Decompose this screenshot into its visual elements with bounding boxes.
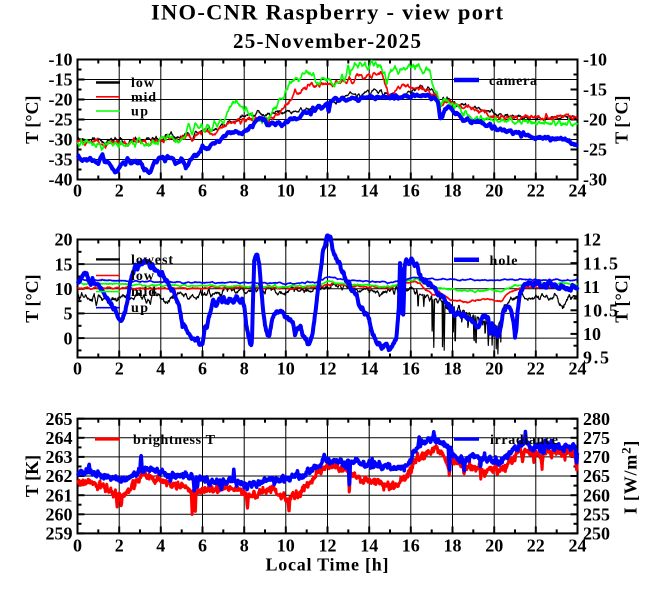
svg-text:260: 260 [46, 505, 73, 525]
svg-text:263: 263 [46, 447, 73, 467]
svg-text:14: 14 [360, 181, 378, 201]
svg-text:16: 16 [402, 536, 420, 556]
svg-text:-25: -25 [583, 140, 607, 160]
svg-text:-30: -30 [583, 170, 607, 190]
svg-text:25-November-2025: 25-November-2025 [233, 29, 421, 53]
svg-text:18: 18 [444, 181, 462, 201]
svg-text:8: 8 [240, 181, 249, 201]
svg-text:6: 6 [198, 359, 207, 379]
svg-text:-20: -20 [49, 90, 73, 110]
svg-text:10: 10 [277, 181, 295, 201]
svg-text:22: 22 [527, 536, 545, 556]
svg-text:2: 2 [115, 536, 124, 556]
svg-text:4: 4 [156, 536, 165, 556]
svg-text:2: 2 [115, 359, 124, 379]
svg-text:T [K]: T [K] [22, 455, 42, 497]
svg-text:275: 275 [583, 428, 610, 448]
svg-text:265: 265 [46, 409, 73, 429]
svg-text:-40: -40 [49, 170, 73, 190]
svg-text:20: 20 [485, 536, 503, 556]
svg-text:irradiance: irradiance [490, 433, 558, 448]
svg-text:up: up [131, 301, 148, 316]
svg-text:-35: -35 [49, 150, 73, 170]
svg-text:-20: -20 [583, 110, 607, 130]
svg-text:12: 12 [319, 181, 337, 201]
svg-text:8: 8 [240, 536, 249, 556]
svg-text:24: 24 [569, 359, 587, 379]
svg-text:10: 10 [277, 359, 295, 379]
svg-text:brightness T: brightness T [133, 433, 216, 448]
svg-text:260: 260 [583, 485, 610, 505]
svg-text:T [°C]: T [°C] [22, 274, 42, 322]
svg-text:12: 12 [319, 536, 337, 556]
svg-text:255: 255 [583, 505, 610, 525]
svg-text:22: 22 [527, 181, 545, 201]
svg-text:hole: hole [490, 254, 518, 269]
svg-text:9.5: 9.5 [583, 348, 609, 368]
svg-text:24: 24 [569, 181, 587, 201]
svg-text:2: 2 [115, 181, 124, 201]
svg-text:12: 12 [319, 359, 337, 379]
svg-text:22: 22 [527, 359, 545, 379]
svg-text:280: 280 [583, 409, 610, 429]
svg-text:mid: mid [131, 90, 156, 105]
svg-text:18: 18 [444, 359, 462, 379]
svg-text:T [°C]: T [°C] [612, 96, 632, 144]
svg-text:-10: -10 [583, 50, 607, 70]
svg-text:20: 20 [485, 181, 503, 201]
svg-text:270: 270 [583, 447, 610, 467]
svg-text:14: 14 [360, 536, 378, 556]
svg-text:I [W/m2]: I [W/m2] [619, 440, 641, 514]
svg-text:-15: -15 [583, 80, 607, 100]
svg-text:15: 15 [55, 254, 73, 274]
svg-text:20: 20 [55, 230, 73, 250]
svg-text:6: 6 [198, 536, 207, 556]
svg-text:12: 12 [583, 230, 601, 250]
svg-text:262: 262 [46, 466, 73, 486]
svg-text:259: 259 [46, 524, 73, 544]
svg-text:lowest: lowest [131, 253, 173, 268]
svg-text:11: 11 [583, 277, 600, 297]
svg-text:6: 6 [198, 181, 207, 201]
svg-text:8: 8 [240, 359, 249, 379]
svg-text:10: 10 [55, 279, 73, 299]
svg-text:11.5: 11.5 [583, 253, 618, 273]
svg-text:24: 24 [569, 536, 587, 556]
svg-text:5: 5 [64, 304, 73, 324]
svg-text:0: 0 [73, 359, 82, 379]
svg-text:Local Time [h]: Local Time [h] [266, 555, 389, 575]
svg-text:265: 265 [583, 466, 610, 486]
svg-text:-10: -10 [49, 50, 73, 70]
svg-text:4: 4 [156, 181, 165, 201]
svg-text:10.5: 10.5 [583, 301, 618, 321]
svg-text:261: 261 [46, 485, 73, 505]
svg-text:20: 20 [485, 359, 503, 379]
svg-text:INO-CNR Raspberry - view port: INO-CNR Raspberry - view port [151, 0, 504, 25]
svg-text:14: 14 [360, 359, 378, 379]
svg-text:250: 250 [583, 524, 610, 544]
svg-text:T [°C]: T [°C] [612, 274, 632, 322]
svg-text:-25: -25 [49, 110, 73, 130]
svg-text:10: 10 [583, 324, 601, 344]
svg-text:camera: camera [489, 74, 537, 89]
svg-text:T [°C]: T [°C] [22, 96, 42, 144]
svg-text:0: 0 [73, 536, 82, 556]
svg-text:16: 16 [402, 359, 420, 379]
svg-text:0: 0 [73, 181, 82, 201]
svg-text:10: 10 [277, 536, 295, 556]
svg-text:18: 18 [444, 536, 462, 556]
svg-text:up: up [131, 105, 148, 120]
svg-text:-15: -15 [49, 70, 73, 90]
svg-text:264: 264 [46, 428, 73, 448]
svg-text:low: low [131, 76, 155, 91]
svg-text:16: 16 [402, 181, 420, 201]
svg-text:-30: -30 [49, 130, 73, 150]
svg-text:low: low [131, 269, 155, 284]
svg-text:0: 0 [64, 328, 73, 348]
svg-text:mid: mid [131, 285, 156, 300]
svg-text:4: 4 [156, 359, 165, 379]
